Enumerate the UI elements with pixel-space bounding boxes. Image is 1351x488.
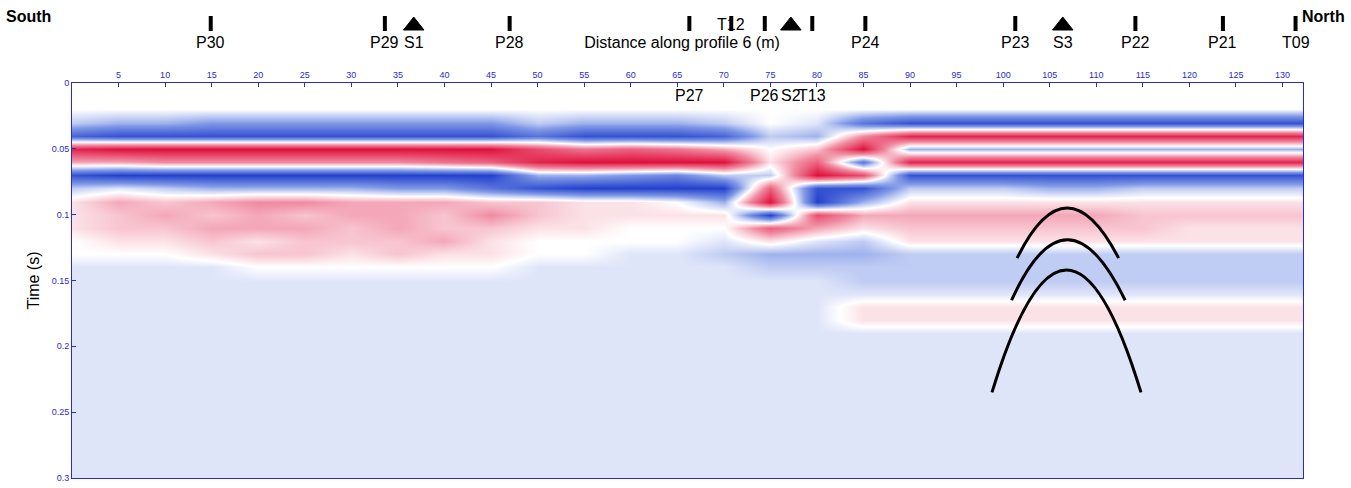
svg-text:P23: P23: [1001, 34, 1030, 51]
svg-text:50: 50: [533, 70, 543, 80]
svg-text:0.15: 0.15: [52, 276, 70, 286]
svg-text:P22: P22: [1121, 34, 1150, 51]
svg-text:60: 60: [626, 70, 636, 80]
svg-text:75: 75: [765, 70, 775, 80]
svg-text:P21: P21: [1208, 34, 1237, 51]
svg-text:110: 110: [1089, 70, 1103, 80]
svg-text:S1: S1: [404, 34, 424, 51]
svg-text:15: 15: [207, 70, 217, 80]
svg-text:South: South: [6, 8, 51, 25]
svg-text:85: 85: [858, 70, 868, 80]
svg-text:0.25: 0.25: [52, 407, 70, 417]
svg-text:55: 55: [579, 70, 589, 80]
svg-text:T09: T09: [1282, 34, 1310, 51]
svg-text:115: 115: [1136, 70, 1150, 80]
svg-text:North: North: [1302, 8, 1345, 25]
svg-text:S2: S2: [781, 87, 801, 104]
svg-text:P26: P26: [750, 87, 779, 104]
svg-text:35: 35: [393, 70, 403, 80]
svg-text:95: 95: [952, 70, 962, 80]
svg-text:5: 5: [116, 70, 121, 80]
svg-text:Time (s): Time (s): [25, 251, 42, 309]
svg-text:P30: P30: [196, 34, 225, 51]
svg-text:130: 130: [1275, 70, 1290, 80]
svg-text:0: 0: [64, 78, 69, 88]
svg-text:P29: P29: [370, 34, 399, 51]
svg-text:0.3: 0.3: [57, 473, 70, 483]
svg-text:Distance along profile 6 (m): Distance along profile 6 (m): [584, 34, 780, 51]
svg-text:25: 25: [300, 70, 310, 80]
svg-text:20: 20: [253, 70, 263, 80]
svg-text:100: 100: [996, 70, 1011, 80]
svg-text:125: 125: [1228, 70, 1243, 80]
svg-text:70: 70: [719, 70, 729, 80]
svg-text:S3: S3: [1053, 34, 1073, 51]
svg-text:T13: T13: [798, 87, 826, 104]
svg-text:40: 40: [439, 70, 449, 80]
svg-text:P28: P28: [495, 34, 524, 51]
svg-text:120: 120: [1182, 70, 1197, 80]
svg-text:80: 80: [812, 70, 822, 80]
svg-text:0.1: 0.1: [57, 210, 70, 220]
svg-text:90: 90: [905, 70, 915, 80]
svg-text:P24: P24: [851, 34, 880, 51]
svg-text:T12: T12: [717, 16, 745, 33]
svg-text:P27: P27: [675, 87, 704, 104]
svg-text:65: 65: [672, 70, 682, 80]
svg-text:30: 30: [346, 70, 356, 80]
svg-text:10: 10: [160, 70, 170, 80]
svg-text:105: 105: [1042, 70, 1057, 80]
svg-text:0.2: 0.2: [57, 341, 70, 351]
svg-text:45: 45: [486, 70, 496, 80]
svg-text:0.05: 0.05: [52, 144, 70, 154]
